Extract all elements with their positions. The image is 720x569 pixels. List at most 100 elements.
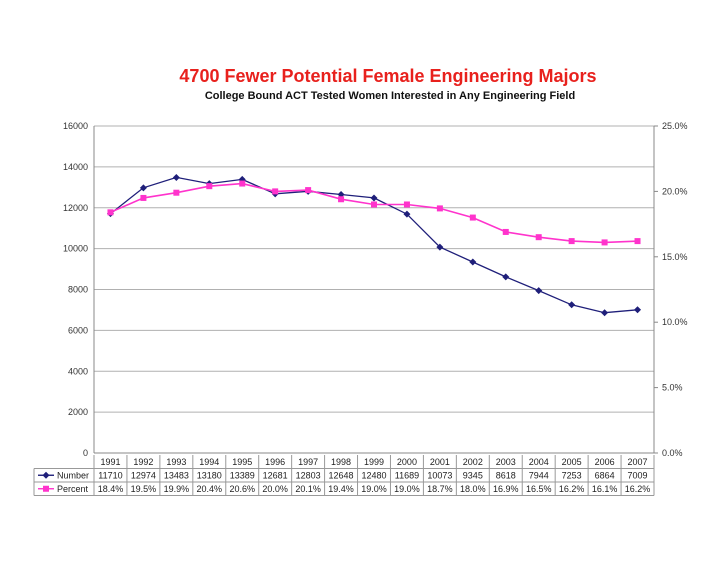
data-label: 12803 [296,471,321,481]
data-label: 12648 [329,471,354,481]
data-label: 18.7% [427,484,453,494]
data-label: 18.4% [98,484,124,494]
data-label: 16.5% [526,484,552,494]
data-label: 19.9% [164,484,190,494]
data-label: 11689 [395,471,419,481]
data-label: 16.2% [559,484,585,494]
y-right-tick-label: 0.0% [662,448,683,458]
y-left-tick-label: 10000 [63,244,88,254]
x-tick-label: 2005 [562,457,582,467]
y-right-tick-label: 5.0% [662,383,683,393]
data-label: 13180 [197,471,222,481]
data-point-percent [305,187,312,194]
data-label: 16.1% [592,484,618,494]
data-point-number [535,287,543,295]
x-tick-label: 2004 [529,457,549,467]
x-tick-label: 1994 [199,457,219,467]
legend-key-marker [43,485,49,492]
chart-title: 4700 Fewer Potential Female Engineering … [179,66,596,86]
data-label: 10073 [427,471,452,481]
data-label: 20.6% [229,484,255,494]
data-label: 8618 [496,471,516,481]
data-point-percent [502,228,509,235]
data-label: 19.4% [328,484,354,494]
plot-area: 0 2000 4000 6000 8000 10000 12000 14000 16000 0.0… [33,121,688,496]
data-point-percent [338,196,345,203]
data-point-percent [403,201,410,208]
data-label: 20.0% [262,484,288,494]
data-label: 19.0% [361,484,387,494]
x-tick-label: 1993 [166,457,186,467]
data-point-number [502,273,510,281]
data-label: 19.0% [394,484,420,494]
data-label: 12681 [263,471,288,481]
y-left-tick-label: 12000 [63,203,88,213]
x-tick-label: 1997 [298,457,318,467]
x-tick-label: 2007 [628,457,648,467]
y-left-tick-label: 6000 [68,325,88,335]
x-tick-label: 1995 [232,457,252,467]
x-tick-label: 1992 [133,457,153,467]
data-label: 18.0% [460,484,486,494]
data-point-number [568,301,576,309]
data-point-percent [469,214,476,221]
data-point-percent [239,180,246,187]
y-left-tick-label: 16000 [63,121,88,131]
data-point-number [370,194,378,202]
data-label: 19.5% [131,484,157,494]
x-tick-label: 2002 [463,457,483,467]
y-right-tick-label: 25.0% [662,121,688,131]
data-point-percent [436,205,443,212]
data-point-number [634,306,642,314]
data-label: 12974 [131,471,156,481]
y-left-tick-label: 14000 [63,162,88,172]
data-label: 7944 [529,471,549,481]
data-point-number [601,309,609,317]
x-tick-label: 2006 [595,457,615,467]
y-right-tick-label: 20.0% [662,186,688,196]
y-right-tick-label: 15.0% [662,252,688,262]
data-label: 7009 [628,471,648,481]
data-label: 7253 [562,471,582,481]
data-point-percent [107,209,114,216]
x-tick-label: 2001 [430,457,450,467]
data-point-percent [206,183,213,190]
data-point-percent [140,194,147,201]
x-tick-label: 2003 [496,457,516,467]
data-label: 16.9% [493,484,519,494]
x-tick-label: 1998 [331,457,351,467]
data-label: 16.2% [625,484,651,494]
data-point-percent [634,238,641,245]
data-label: 20.4% [197,484,223,494]
x-tick-label: 1996 [265,457,285,467]
data-point-percent [173,189,180,196]
y-left-tick-label: 4000 [68,366,88,376]
data-label: 20.1% [295,484,321,494]
data-point-percent [568,238,575,245]
data-point-number [139,184,147,192]
series-line-percent [110,182,638,244]
legend-key-marker [42,471,50,479]
chart-subtitle: College Bound ACT Tested Women Intereste… [205,90,575,102]
x-tick-label: 1999 [364,457,384,467]
data-label: 13483 [164,471,189,481]
data-point-percent [601,239,608,246]
y-left-tick-label: 8000 [68,285,88,295]
data-label: 12480 [361,471,386,481]
y-left-tick-label: 2000 [68,407,88,417]
y-right-tick-label: 10.0% [662,317,688,327]
x-tick-label: 2000 [397,457,417,467]
data-label: 11710 [98,471,122,481]
data-point-number [403,210,411,218]
legend-label: Percent [57,484,89,494]
data-label: 6864 [595,471,615,481]
data-label: 9345 [463,471,483,481]
data-point-number [469,258,477,266]
legend-label: Number [57,471,89,481]
x-tick-label: 1991 [100,457,120,467]
data-point-number [172,173,180,181]
data-point-percent [371,201,377,208]
data-label: 13389 [230,471,255,481]
y-left-tick-label: 0 [83,448,88,458]
